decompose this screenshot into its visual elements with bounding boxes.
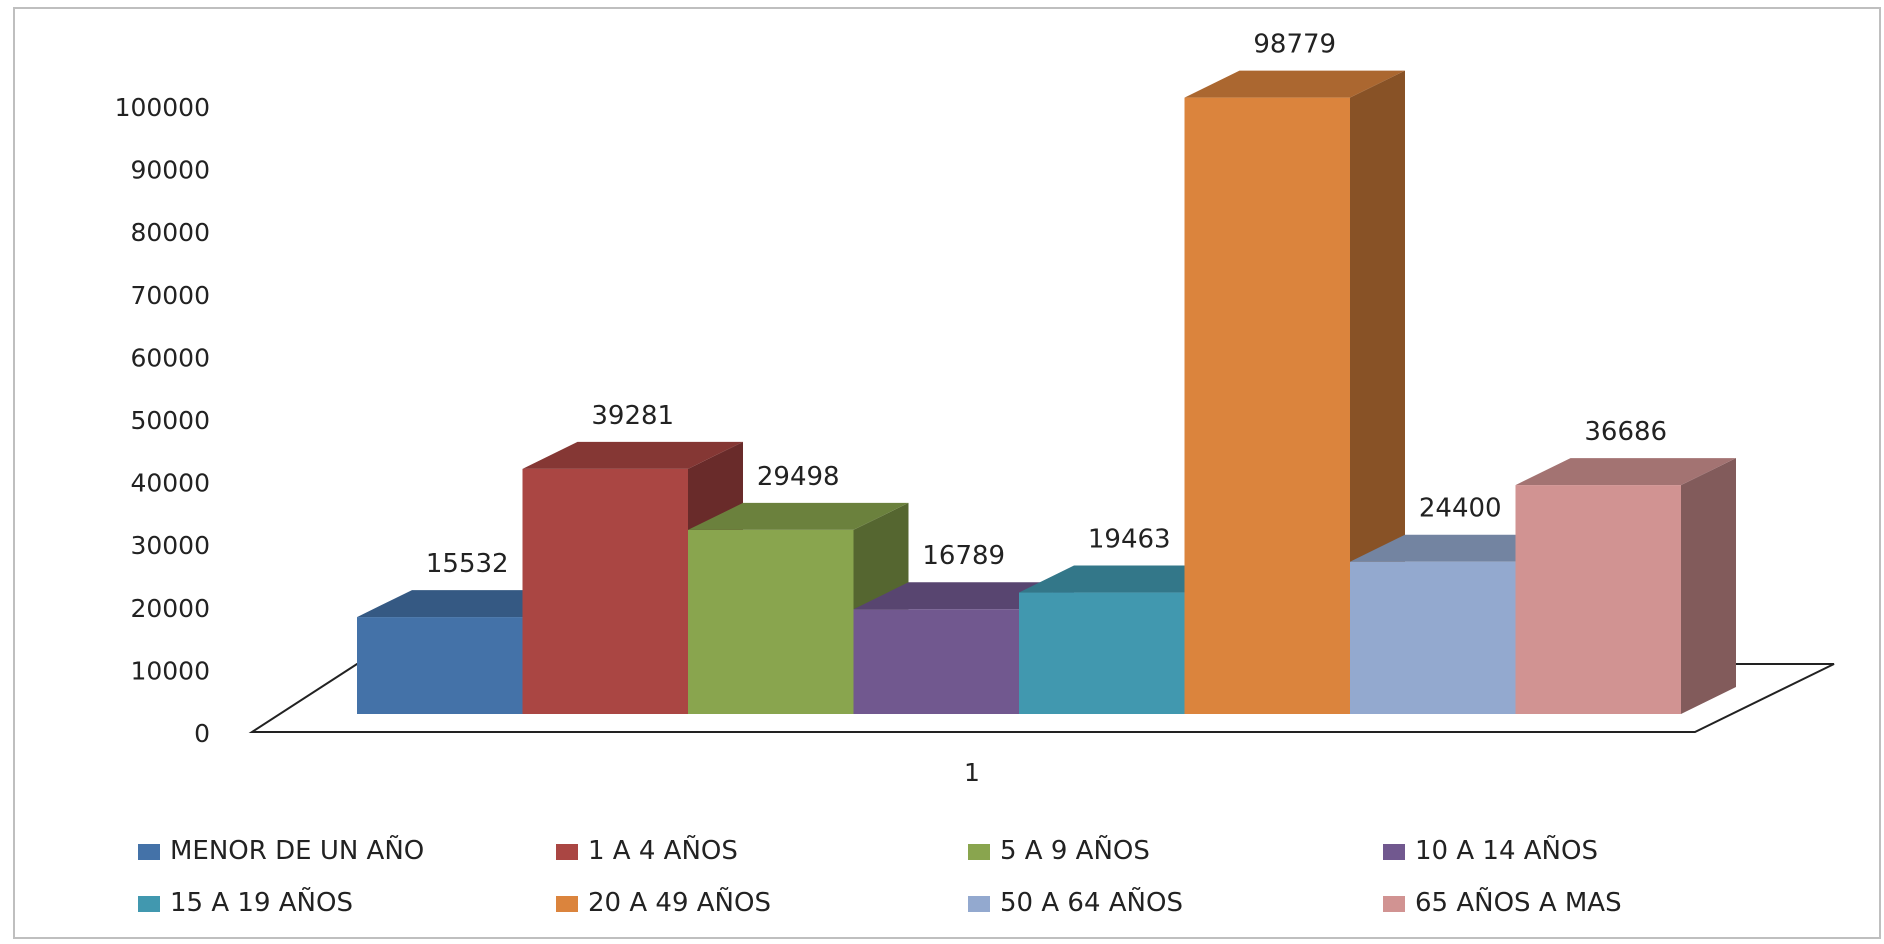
legend-label: 5 A 9 AÑOS — [1000, 834, 1150, 866]
legend-label: 15 A 19 AÑOS — [170, 886, 353, 918]
bar-top-face — [522, 441, 743, 469]
legend-swatch — [1383, 844, 1405, 860]
y-tick-label: 80000 — [130, 218, 210, 247]
bar-series-group — [357, 70, 1736, 715]
bar — [1515, 458, 1736, 714]
bar-side-face — [1681, 458, 1736, 714]
bar-top-face — [688, 502, 909, 530]
bar-top-face — [1350, 534, 1571, 562]
data-label: 19463 — [1088, 525, 1171, 555]
data-label: 98779 — [1253, 30, 1336, 60]
legend-item: 15 A 19 AÑOS — [138, 886, 353, 918]
bar-front-face — [1350, 561, 1516, 714]
bar-front-face — [1184, 97, 1350, 715]
y-tick-label: 0 — [194, 719, 210, 748]
legend-item: 5 A 9 AÑOS — [968, 834, 1150, 866]
bar-front-face — [853, 609, 1019, 714]
bar — [688, 502, 909, 714]
y-tick-label: 20000 — [130, 594, 210, 623]
data-label: 39281 — [591, 401, 674, 431]
data-label: 36686 — [1584, 417, 1667, 447]
legend-label: 20 A 49 AÑOS — [588, 886, 771, 918]
x-category-label: 1 — [964, 758, 980, 787]
data-labels: 15532 39281 29498 16789 19463 98779 24400 36686 — [426, 30, 1667, 579]
legend-label: MENOR DE UN AÑO — [170, 834, 424, 866]
bar-top-face — [357, 590, 578, 618]
legend-swatch — [968, 844, 990, 860]
bar-top-face — [1184, 70, 1405, 98]
y-tick-label: 40000 — [130, 469, 210, 498]
legend-swatch — [968, 896, 990, 912]
legend-item: 50 A 64 AÑOS — [968, 886, 1183, 918]
bar-top-face — [1019, 565, 1240, 593]
bar-front-face — [1019, 592, 1185, 714]
y-tick-label: 30000 — [130, 531, 210, 560]
y-tick-label: 50000 — [130, 406, 210, 435]
legend-item: 20 A 49 AÑOS — [556, 886, 771, 918]
legend-item: 10 A 14 AÑOS — [1383, 834, 1598, 866]
bar-front-face — [357, 617, 523, 714]
data-label: 16789 — [922, 541, 1005, 571]
legend: MENOR DE UN AÑO 1 A 4 AÑOS 5 A 9 AÑOS 10 A … — [138, 834, 1622, 918]
y-tick-label: 90000 — [130, 156, 210, 185]
legend-swatch — [556, 844, 578, 860]
legend-label: 65 AÑOS A MAS — [1415, 886, 1622, 918]
y-tick-label: 70000 — [130, 281, 210, 310]
y-tick-label: 60000 — [130, 343, 210, 372]
y-tick-label: 10000 — [130, 656, 210, 685]
legend-label: 50 A 64 AÑOS — [1000, 886, 1183, 918]
bar-front-face — [522, 468, 688, 714]
legend-item: 1 A 4 AÑOS — [556, 834, 738, 866]
legend-label: 1 A 4 AÑOS — [588, 834, 738, 866]
legend-swatch — [138, 896, 160, 912]
y-axis: 0 10000 20000 30000 40000 50000 60000 70000 8000… — [115, 93, 210, 748]
data-label: 29498 — [757, 462, 840, 492]
data-label: 24400 — [1419, 494, 1502, 524]
bar-top-face — [1515, 458, 1736, 486]
y-tick-label: 100000 — [115, 93, 210, 122]
data-label: 15532 — [426, 549, 509, 579]
legend-swatch — [138, 844, 160, 860]
bar-front-face — [688, 529, 854, 714]
bar-front-face — [1515, 485, 1681, 714]
legend-item: 65 AÑOS A MAS — [1383, 886, 1622, 918]
bar-top-face — [853, 582, 1074, 610]
legend-swatch — [1383, 896, 1405, 912]
legend-swatch — [556, 896, 578, 912]
legend-label: 10 A 14 AÑOS — [1415, 834, 1598, 866]
legend-item: MENOR DE UN AÑO — [138, 834, 424, 866]
